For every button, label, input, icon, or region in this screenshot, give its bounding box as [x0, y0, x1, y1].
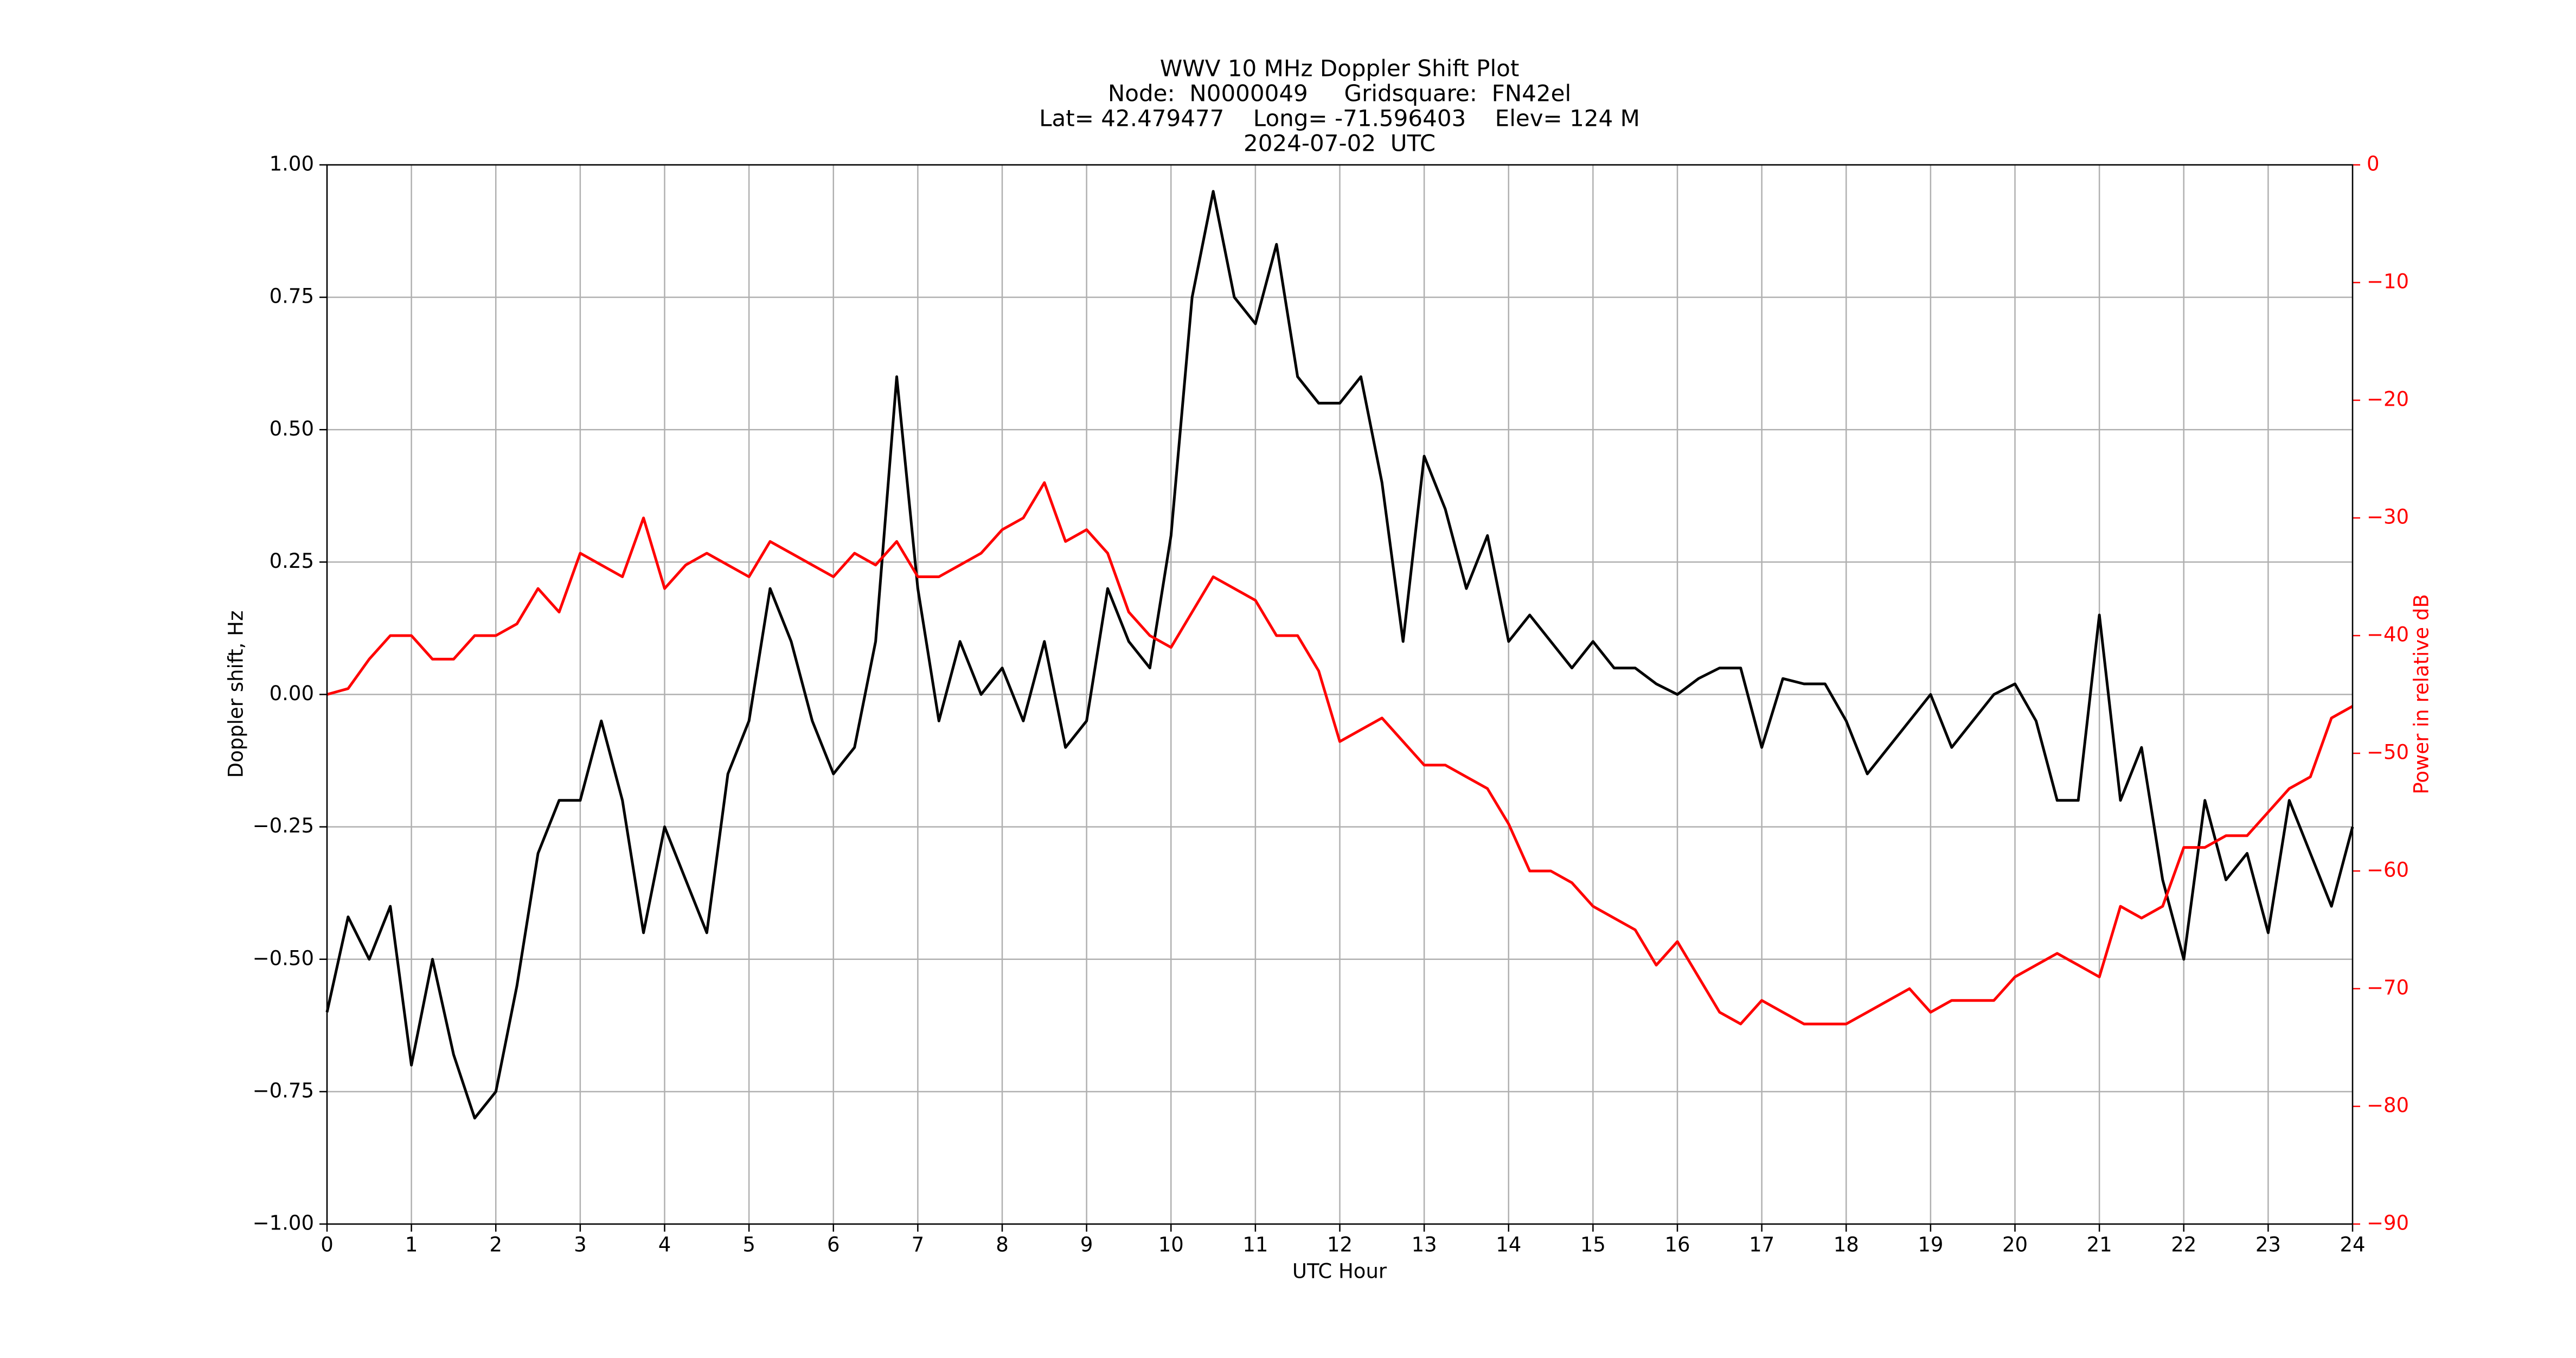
y2-axis-label: Power in relative dB — [2410, 594, 2433, 794]
chart-title: WWV 10 MHz Doppler Shift Plot — [1160, 55, 1520, 82]
x-tick-label: 21 — [2087, 1233, 2112, 1257]
x-tick-label: 15 — [1580, 1233, 1606, 1257]
y2-tick-label: −10 — [2367, 270, 2409, 293]
chart-subtitle: Node: N0000049 Gridsquare: FN42el — [1108, 80, 1571, 107]
y2-tick-label: −70 — [2367, 976, 2409, 1000]
y-tick-label: −0.25 — [253, 814, 314, 837]
x-axis-label: UTC Hour — [1292, 1260, 1387, 1283]
x-tick-label: 9 — [1080, 1233, 1093, 1257]
x-tick-label: 18 — [1834, 1233, 1859, 1257]
data-line — [325, 190, 2354, 1120]
y2-tick-label: −30 — [2367, 505, 2409, 529]
chart-subtitle: 2024-07-02 UTC — [1244, 130, 1436, 157]
chart-subtitle: Lat= 42.479477 Long= -71.596403 Elev= 12… — [1039, 105, 1640, 132]
y-tick-label: 0.25 — [270, 549, 314, 573]
y-tick-label: 0.50 — [270, 417, 314, 440]
x-tick-label: 19 — [1918, 1233, 1943, 1257]
x-tick-label: 16 — [1664, 1233, 1690, 1257]
x-tick-label: 1 — [405, 1233, 418, 1257]
y2-tick-label: −40 — [2367, 623, 2409, 646]
y-axis-label: Doppler shift, Hz — [225, 611, 248, 778]
x-tick-label: 22 — [2171, 1233, 2196, 1257]
x-tick-label: 12 — [1327, 1233, 1353, 1257]
x-tick-label: 10 — [1158, 1233, 1184, 1257]
x-tick-label: 2 — [489, 1233, 502, 1257]
y2-tick-label: −90 — [2367, 1212, 2409, 1235]
x-tick-label: 8 — [996, 1233, 1009, 1257]
plot-frame — [326, 164, 2354, 1225]
x-tick-label: 3 — [574, 1233, 587, 1257]
x-tick-label: 11 — [1242, 1233, 1268, 1257]
x-tick-label: 6 — [827, 1233, 840, 1257]
y2-tick-label: −50 — [2367, 741, 2409, 764]
x-tick-label: 4 — [658, 1233, 671, 1257]
y2-tick-label: 0 — [2367, 152, 2380, 176]
y-tick-label: −0.50 — [253, 946, 314, 970]
x-tick-label: 23 — [2255, 1233, 2281, 1257]
x-tick-label: 7 — [912, 1233, 925, 1257]
x-tick-label: 24 — [2340, 1233, 2365, 1257]
y-tick-label: −1.00 — [253, 1212, 314, 1235]
y-tick-label: −0.75 — [253, 1079, 314, 1102]
y2-tick-label: −60 — [2367, 859, 2409, 882]
x-tick-label: 13 — [1412, 1233, 1437, 1257]
data-line — [326, 481, 2354, 1026]
y2-tick-label: −20 — [2367, 388, 2409, 411]
x-tick-label: 0 — [321, 1233, 334, 1257]
y2-tick-label: −80 — [2367, 1094, 2409, 1117]
x-tick-label: 14 — [1496, 1233, 1521, 1257]
y-tick-label: 1.00 — [270, 152, 314, 176]
y-tick-label: 0.00 — [270, 682, 314, 705]
x-tick-label: 17 — [1749, 1233, 1774, 1257]
x-tick-label: 20 — [2002, 1233, 2028, 1257]
x-tick-label: 5 — [742, 1233, 755, 1257]
y-tick-label: 0.75 — [270, 285, 314, 308]
